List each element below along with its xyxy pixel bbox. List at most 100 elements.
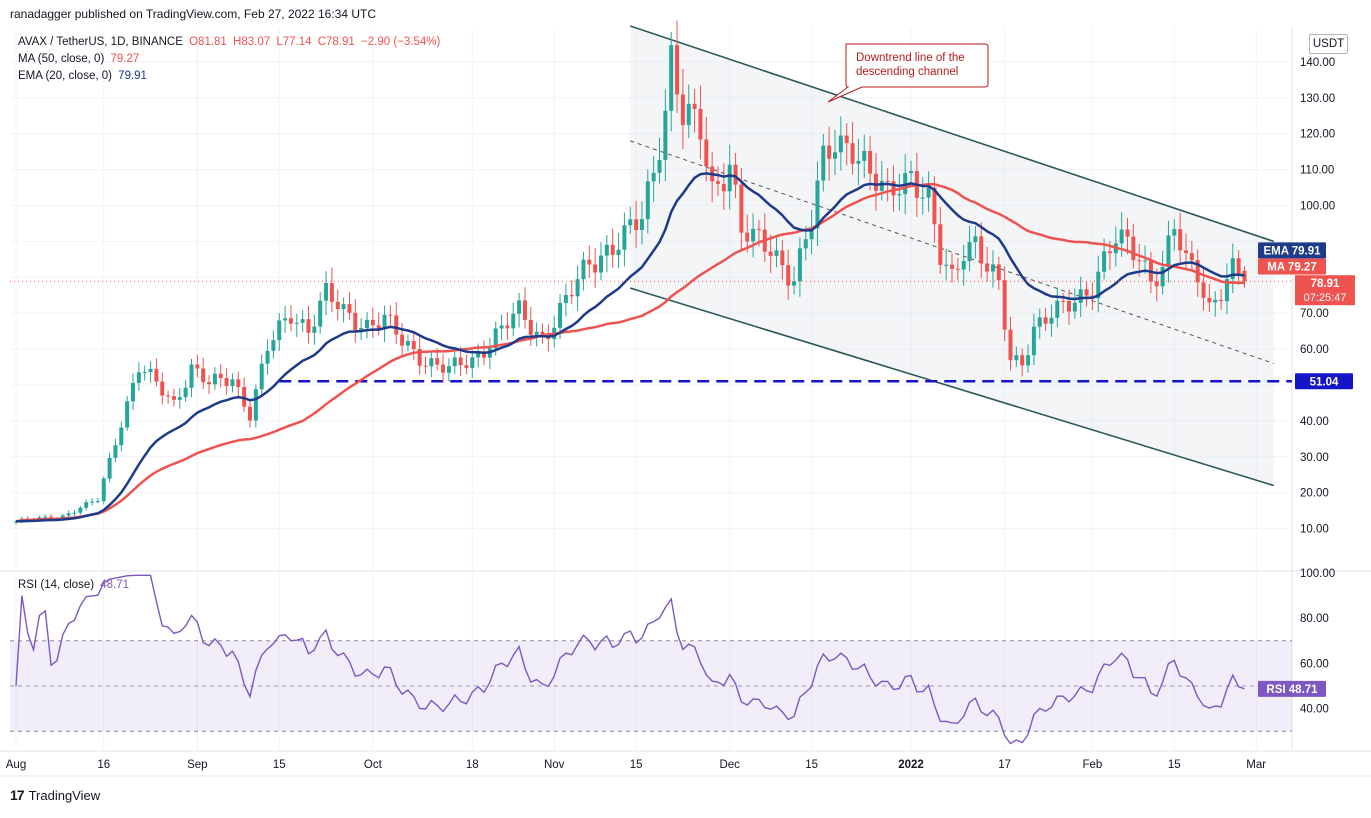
candle-body: [938, 224, 943, 265]
candle-body: [423, 365, 428, 367]
time-tick-label: Mar: [1246, 759, 1266, 771]
rsi-label: RSI (14, close): [18, 579, 95, 591]
candle-body: [43, 516, 48, 518]
candle-body: [873, 173, 878, 191]
time-tick-label: 17: [998, 759, 1011, 771]
candle-body: [119, 427, 124, 446]
candle-body: [142, 372, 147, 374]
candle-body: [359, 328, 364, 331]
candle-body: [756, 228, 761, 230]
candle-body: [990, 264, 995, 272]
annotation-callout: Downtrend line of the descending channel: [827, 43, 989, 103]
candle-body: [569, 294, 574, 297]
time-tick-label: Oct: [364, 759, 383, 771]
candle-body: [72, 512, 77, 514]
candle-body: [259, 363, 264, 390]
candle-body: [1078, 289, 1083, 303]
time-tick-label: 18: [466, 759, 479, 771]
ema-value: 79.91: [118, 70, 147, 82]
candle-body: [1061, 300, 1066, 302]
candle-body: [458, 357, 463, 366]
candle-body: [663, 110, 668, 160]
candle-body: [335, 301, 340, 309]
candle-body: [207, 382, 212, 385]
candle-body: [166, 395, 171, 397]
candle-body: [90, 501, 95, 503]
candle-body: [809, 228, 814, 240]
candle-body: [306, 319, 311, 333]
rsi-legend[interactable]: RSI (14, close) 48.71: [18, 579, 129, 591]
last-price-tag: 78.91 07:25:47: [1295, 275, 1355, 306]
support-price-tag-box: [1295, 373, 1353, 390]
channel-lower-line: [630, 287, 1274, 487]
candle-body: [441, 364, 446, 373]
candle-body: [967, 242, 972, 262]
candle-body: [429, 358, 434, 367]
ema-legend[interactable]: EMA (20, close, 0) 79.91: [18, 70, 147, 82]
candle-body: [1067, 301, 1071, 312]
candle-body: [827, 145, 832, 159]
time-tick-label: Dec: [719, 759, 740, 771]
time-tick-label: 2022: [898, 759, 924, 771]
annotation-bubble: [827, 43, 989, 103]
candle-body: [792, 281, 797, 286]
ema-line: [15, 172, 1245, 523]
candle-body: [774, 250, 779, 256]
candle-body: [376, 325, 381, 330]
candle-body: [885, 180, 890, 182]
ema-price-tag-box: [1258, 242, 1326, 259]
ma-price-tag-text: MA 79.27: [1267, 262, 1316, 274]
candle-body: [95, 501, 100, 503]
candle-body: [1160, 267, 1165, 287]
candle-body: [891, 181, 896, 196]
candle-body: [1213, 299, 1218, 303]
time-tick-label: Feb: [1082, 759, 1102, 771]
rsi-tick-label: 40.00: [1300, 704, 1329, 716]
candle-body: [370, 319, 375, 326]
candle-body: [201, 368, 206, 383]
tradingview-watermark[interactable]: 17 TradingView: [10, 787, 100, 803]
candle-body: [482, 352, 486, 358]
candles-group: [14, 20, 1247, 525]
candle-body: [581, 259, 586, 280]
candle-body: [400, 334, 405, 346]
price-tick-label: 110.00: [1300, 165, 1334, 177]
currency-button[interactable]: USDT: [1309, 34, 1348, 54]
ohlc-close: C78.91: [317, 36, 355, 48]
candle-body: [324, 283, 329, 301]
candle-body: [1143, 260, 1148, 262]
candle-body: [838, 135, 843, 153]
candle-body: [1084, 289, 1089, 296]
ema-label: EMA (20, close, 0): [18, 70, 112, 82]
candle-body: [599, 255, 603, 273]
candle-body: [575, 279, 580, 297]
candle-body: [1201, 282, 1206, 298]
candle-body: [1166, 235, 1171, 268]
candle-body: [745, 232, 750, 242]
candle-body: [277, 320, 282, 341]
candle-body: [563, 294, 568, 303]
candle-body: [669, 45, 674, 111]
candle-body: [955, 268, 960, 270]
candle-body: [1236, 258, 1241, 275]
time-tick-label: 15: [1168, 759, 1181, 771]
candle-body: [388, 314, 393, 316]
candle-body: [979, 236, 984, 264]
rsi-tick-label: 60.00: [1300, 658, 1329, 670]
candle-body: [534, 331, 539, 335]
candle-body: [1219, 299, 1224, 302]
candle-body: [171, 396, 176, 400]
support-price-tag: 51.04: [1295, 373, 1353, 390]
symbol-name[interactable]: AVAX / TetherUS, 1D, BINANCE: [18, 36, 183, 48]
candle-body: [224, 378, 229, 386]
candle-body: [686, 103, 691, 126]
candle-body: [405, 341, 410, 346]
candle-body: [657, 159, 662, 173]
ma-legend[interactable]: MA (50, close, 0) 79.27: [18, 53, 139, 65]
candle-body: [294, 322, 299, 324]
candle-body: [879, 180, 884, 191]
candle-body: [528, 319, 533, 335]
candle-body: [452, 357, 457, 367]
candle-body: [347, 304, 352, 313]
